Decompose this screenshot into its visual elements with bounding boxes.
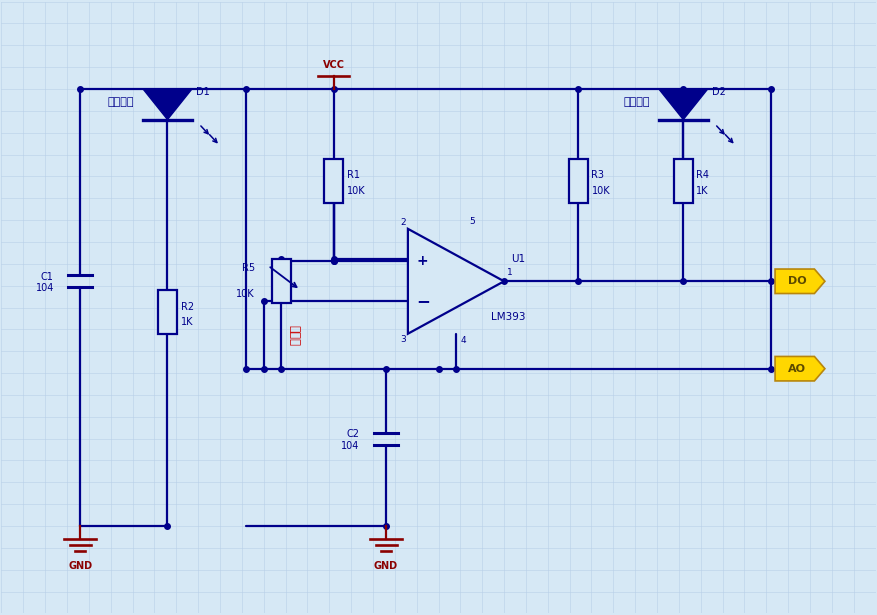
Polygon shape — [408, 229, 504, 334]
Text: 104: 104 — [35, 284, 53, 293]
Text: 传感器: 传感器 — [288, 325, 301, 346]
Bar — [158, 290, 177, 334]
Text: 10K: 10K — [236, 290, 255, 300]
Text: C2: C2 — [346, 429, 360, 439]
Text: R2: R2 — [181, 301, 194, 312]
Text: D1: D1 — [196, 87, 210, 97]
Bar — [272, 260, 291, 303]
Text: R5: R5 — [242, 263, 255, 273]
Text: 5: 5 — [469, 217, 474, 226]
Text: 1: 1 — [507, 268, 512, 277]
Text: 4: 4 — [460, 336, 466, 346]
Text: 10K: 10K — [591, 186, 610, 196]
Text: D2: D2 — [712, 87, 726, 97]
Text: 电源指示: 电源指示 — [108, 97, 134, 107]
Text: 3: 3 — [401, 335, 406, 344]
Text: 104: 104 — [341, 440, 360, 451]
Polygon shape — [775, 269, 825, 293]
Text: DO: DO — [788, 276, 807, 286]
Bar — [569, 159, 588, 202]
Text: R4: R4 — [696, 170, 709, 180]
Text: R1: R1 — [346, 170, 360, 180]
Polygon shape — [143, 89, 192, 119]
Bar — [324, 159, 343, 202]
Text: −: − — [417, 292, 431, 310]
Text: 1K: 1K — [181, 317, 193, 327]
Text: C1: C1 — [41, 272, 53, 282]
Text: 1K: 1K — [696, 186, 709, 196]
Text: 开关指示: 开关指示 — [624, 97, 650, 107]
Text: 2: 2 — [401, 218, 406, 227]
Text: GND: GND — [374, 561, 398, 571]
Text: AO: AO — [788, 363, 806, 374]
Text: VCC: VCC — [323, 60, 345, 69]
Text: GND: GND — [68, 561, 92, 571]
Bar — [674, 159, 693, 202]
Text: U1: U1 — [511, 254, 525, 264]
Text: LM393: LM393 — [491, 312, 525, 322]
Text: +: + — [417, 255, 428, 268]
Polygon shape — [659, 89, 708, 119]
Text: R3: R3 — [591, 170, 604, 180]
Text: 10K: 10K — [346, 186, 366, 196]
Polygon shape — [775, 357, 825, 381]
